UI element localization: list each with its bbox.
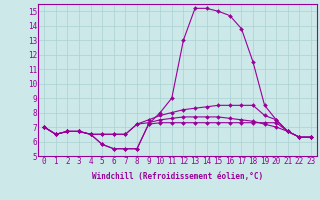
X-axis label: Windchill (Refroidissement éolien,°C): Windchill (Refroidissement éolien,°C) — [92, 172, 263, 181]
